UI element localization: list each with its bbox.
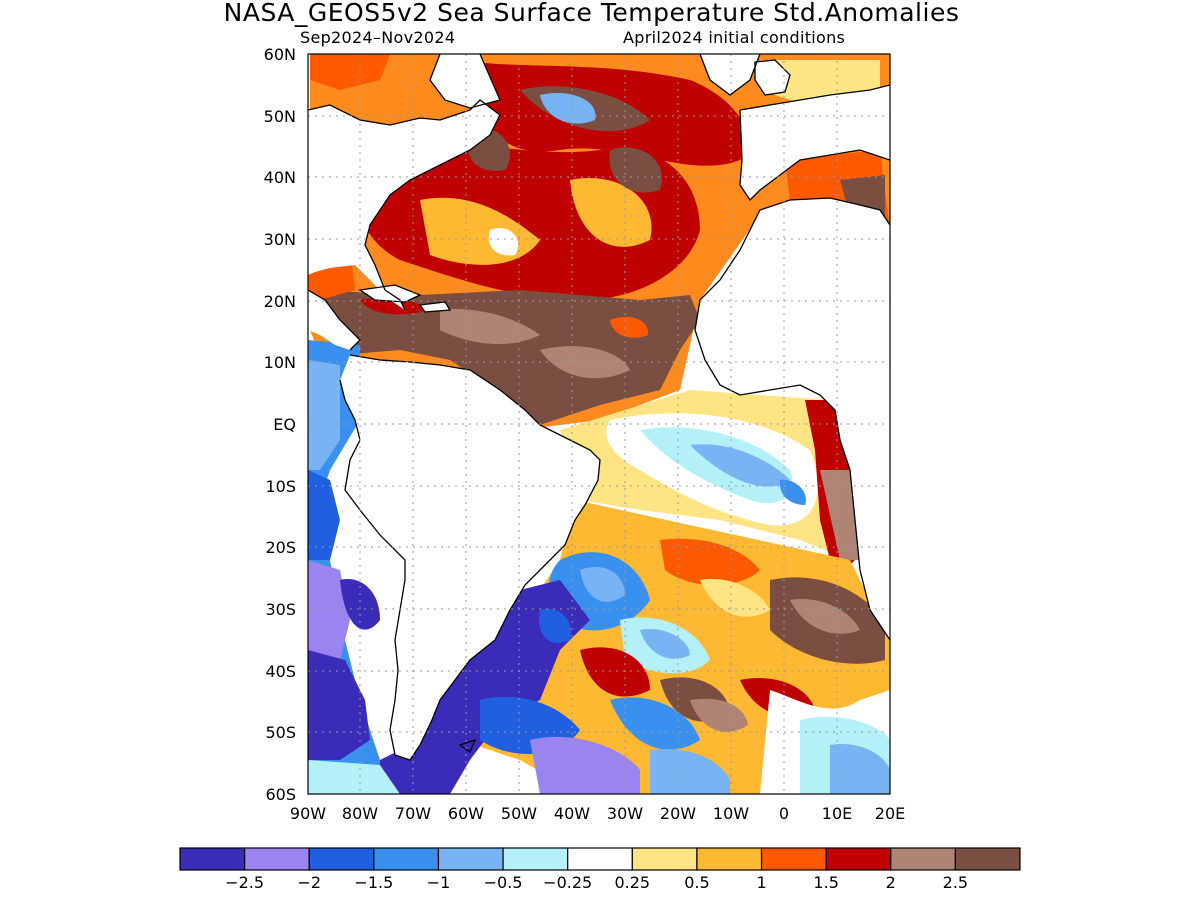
lon-label: 0	[779, 804, 789, 823]
colorbar-swatch	[567, 847, 633, 871]
lon-label: 20W	[660, 804, 696, 823]
colorbar-label: −0.5	[484, 873, 523, 892]
colorbar-label: 2	[886, 873, 896, 892]
colorbar-label: −2	[297, 873, 321, 892]
colorbar-label: −1	[427, 873, 451, 892]
map-frame	[307, 53, 891, 795]
lat-label: 40S	[265, 662, 296, 681]
lat-label: 60S	[265, 785, 296, 804]
colorbar-swatch	[760, 847, 827, 871]
lon-label: 50W	[501, 804, 537, 823]
lon-label: 60W	[448, 804, 484, 823]
colorbar-swatch	[502, 847, 569, 871]
colorbar-swatch	[437, 847, 504, 871]
lat-label: 50S	[265, 723, 296, 742]
lat-label: 10S	[265, 477, 296, 496]
anomaly-field	[308, 54, 890, 794]
lon-label: 90W	[290, 804, 326, 823]
lat-label: 20S	[265, 538, 296, 557]
lat-label: 20N	[264, 292, 296, 311]
lat-label: 40N	[264, 168, 296, 187]
forecast-period: Sep2024–Nov2024	[300, 28, 456, 47]
colorbar-swatch	[890, 847, 956, 871]
colorbar-swatch	[373, 847, 440, 871]
lon-label: 80W	[342, 804, 378, 823]
lat-label: EQ	[273, 415, 296, 434]
lat-label: 30N	[264, 230, 296, 249]
colorbar-labels: −2.5 −2 −1.5 −1 −0.5 −0.25 0.25 0.5 1 1.5 2 2.5	[225, 873, 968, 892]
colorbar-swatch	[825, 847, 892, 871]
colorbar-label: −1.5	[354, 873, 393, 892]
lat-label: 50N	[264, 107, 296, 126]
lat-label: 60N	[264, 45, 296, 64]
colorbar-swatch	[179, 847, 246, 871]
lon-label: 70W	[395, 804, 431, 823]
colorbar-label: 1.5	[813, 873, 838, 892]
initial-conditions: April2024 initial conditions	[623, 28, 846, 47]
colorbar-label: 0.5	[684, 873, 709, 892]
map-title: NASA_GEOS5v2 Sea Surface Temperature Std…	[223, 0, 960, 27]
lon-label: 10W	[713, 804, 749, 823]
colorbar-swatch	[954, 847, 1021, 871]
lon-axis: 90W 80W 70W 60W 50W 40W 30W 20W 10W 0 10…	[290, 804, 905, 823]
colorbar-swatch	[244, 847, 310, 871]
lon-label: 40W	[554, 804, 590, 823]
lon-label: 10E	[822, 804, 852, 823]
colorbar-label: 2.5	[943, 873, 968, 892]
colorbar-swatch	[631, 847, 698, 871]
lat-axis: 60N 50N 40N 30N 20N 10N EQ 10S 20S 30S 4…	[264, 45, 296, 804]
colorbar-label: 0.25	[614, 873, 650, 892]
colorbar-label: 1	[756, 873, 766, 892]
colorbar-swatch	[696, 847, 763, 871]
lon-label: 20E	[875, 804, 905, 823]
lat-label: 30S	[265, 600, 296, 619]
lon-label: 30W	[607, 804, 643, 823]
colorbar-label: −2.5	[225, 873, 264, 892]
colorbar-label: −0.25	[543, 873, 592, 892]
lat-label: 10N	[264, 353, 296, 372]
colorbar-swatch	[308, 847, 375, 871]
colorbar	[179, 847, 1021, 871]
